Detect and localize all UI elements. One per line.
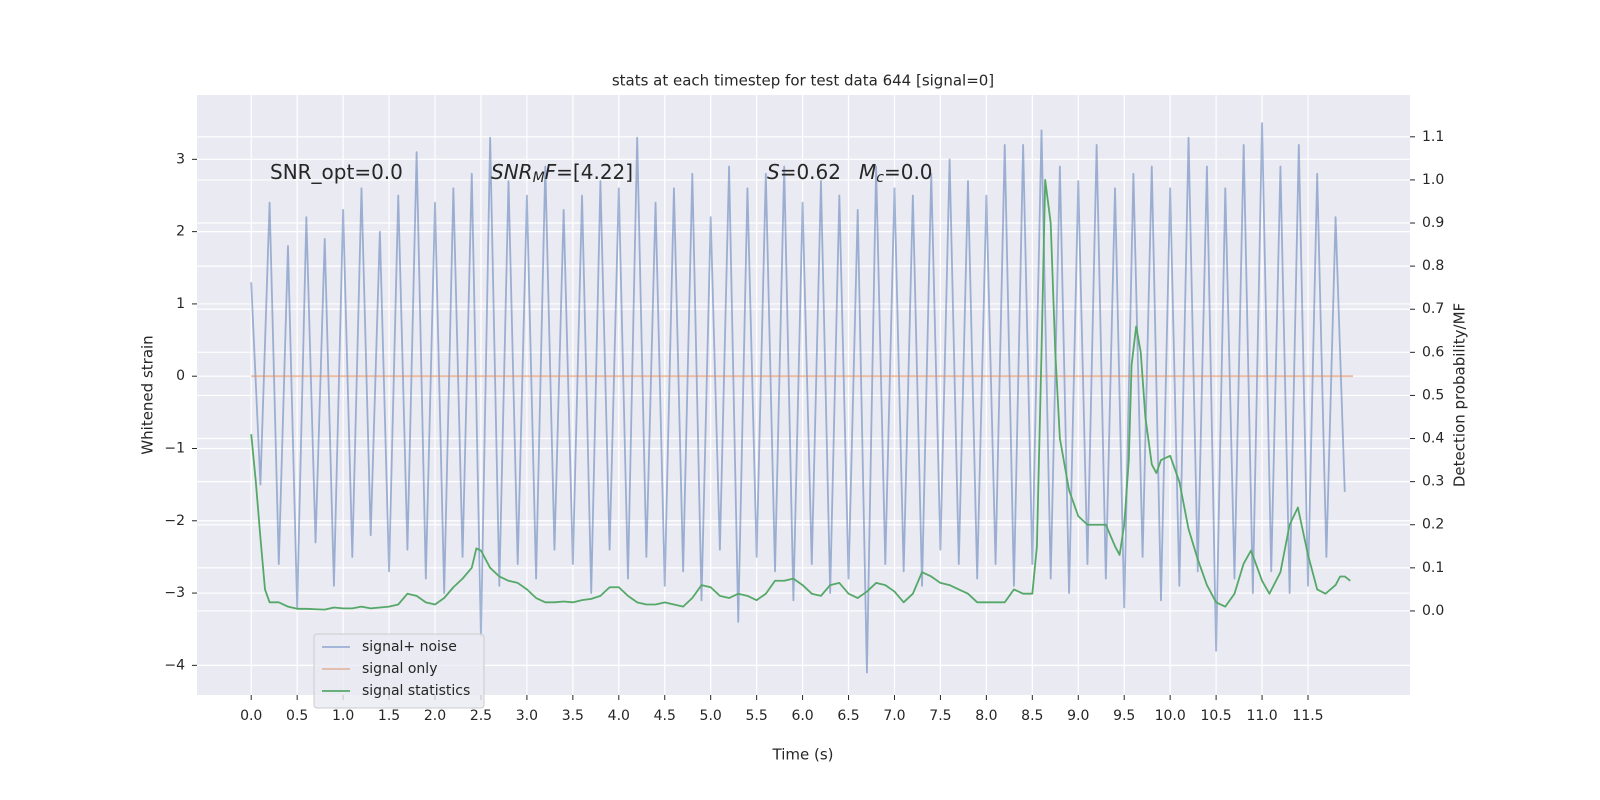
legend-box	[313, 633, 485, 709]
annotation-part: SNR_opt=0.0	[270, 160, 403, 184]
x-tick-label: 2.0	[424, 708, 446, 724]
x-tick-label: 6.5	[837, 708, 859, 724]
x-tick-label: 1.0	[332, 708, 354, 724]
annotation: Mc=0.0	[859, 160, 933, 187]
legend-label: signal only	[362, 661, 437, 677]
y2-tick-label: 0.6	[1422, 344, 1444, 360]
x-tick-label: 4.5	[654, 708, 676, 724]
y-tick-label: 2	[176, 224, 185, 240]
y2-tick-label: 0.0	[1422, 603, 1444, 619]
x-tick-label: 8.5	[1021, 708, 1043, 724]
chart-title: stats at each timestep for test data 644…	[612, 72, 994, 90]
y2-tick-label: 0.2	[1422, 517, 1444, 533]
y2-tick-label: 0.7	[1422, 301, 1444, 317]
series-line	[250, 179, 1351, 611]
legend-label: signal statistics	[362, 683, 470, 699]
y2-tick-label: 0.3	[1422, 474, 1444, 490]
x-tick-label: 5.5	[746, 708, 768, 724]
y-tick-label: −3	[164, 585, 185, 601]
y-tick-label: −4	[164, 657, 185, 673]
annotation-part: =0.0	[884, 160, 933, 184]
x-tick-label: 0.5	[286, 708, 308, 724]
annotation-part: M	[859, 160, 876, 184]
y-tick-label: 3	[176, 151, 185, 167]
y-tick-label: 0	[176, 368, 185, 384]
annotation-part: S	[767, 160, 780, 184]
y2-tick-label: 0.5	[1422, 387, 1444, 403]
x-tick-label: 10.0	[1155, 708, 1186, 724]
x-tick-label: 1.5	[378, 708, 400, 724]
lines	[250, 122, 1354, 674]
y2-axis-label: Detection probability/MF	[1451, 303, 1469, 487]
annotation-part: =[4.22]	[556, 160, 633, 184]
annotation-part: =0.62	[780, 160, 841, 184]
y-tick-label: −2	[164, 513, 185, 529]
y-tick-label: −1	[164, 440, 185, 456]
x-tick-label: 2.5	[470, 708, 492, 724]
y2-tick-label: 1.1	[1422, 129, 1444, 145]
x-tick-label: 7.0	[883, 708, 905, 724]
x-tick-label: 7.5	[929, 708, 951, 724]
x-tick-label: 0.0	[240, 708, 262, 724]
annotation: S=0.62	[767, 160, 841, 184]
y2-tick-label: 1.0	[1422, 172, 1444, 188]
annotation-part: F	[545, 160, 557, 184]
x-tick-label: 9.0	[1067, 708, 1089, 724]
series-line	[250, 122, 1346, 674]
x-axis-label: Time (s)	[772, 746, 834, 764]
y-tick-label: 1	[176, 296, 185, 312]
x-tick-label: 4.0	[608, 708, 630, 724]
annotation-part: c	[876, 170, 884, 186]
x-tick-label: 11.5	[1292, 708, 1323, 724]
x-tick-label: 8.0	[975, 708, 997, 724]
annotation: SNR_opt=0.0	[270, 160, 403, 184]
x-tick-label: 10.5	[1201, 708, 1232, 724]
x-tick-label: 11.0	[1246, 708, 1277, 724]
y-axis-label: Whitened strain	[139, 335, 157, 454]
x-tick-label: 5.0	[700, 708, 722, 724]
y2-tick-label: 0.9	[1422, 215, 1444, 231]
annotation: SNRMF=[4.22]	[491, 160, 633, 187]
y2-tick-label: 0.1	[1422, 560, 1444, 576]
x-tick-label: 3.0	[516, 708, 538, 724]
legend: signal+ noise signal only signal statistic…	[313, 633, 485, 709]
x-tick-label: 3.5	[562, 708, 584, 724]
x-tick-label: 6.0	[791, 708, 813, 724]
y2-tick-label: 0.4	[1422, 431, 1444, 447]
legend-label: signal+ noise	[362, 639, 457, 655]
x-tick-label: 9.5	[1113, 708, 1135, 724]
y2-tick-label: 0.8	[1422, 258, 1444, 274]
annotation-part: SNR	[491, 160, 533, 184]
annotation-part: M	[533, 170, 545, 186]
